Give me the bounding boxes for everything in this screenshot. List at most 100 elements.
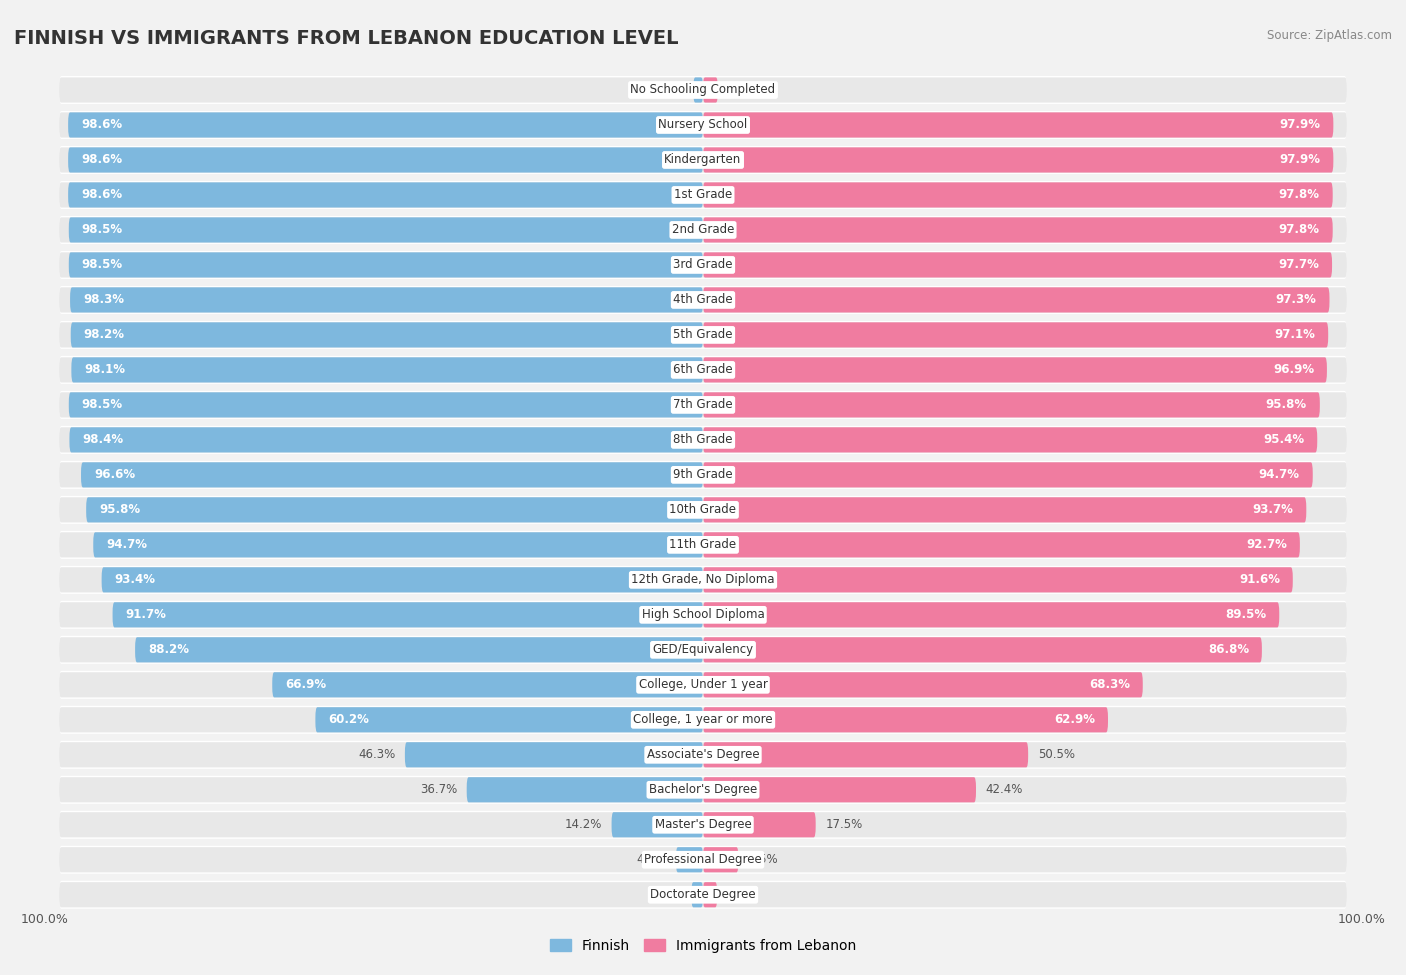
Text: 36.7%: 36.7% [420, 783, 457, 797]
FancyBboxPatch shape [59, 671, 1347, 699]
FancyBboxPatch shape [135, 638, 703, 662]
FancyBboxPatch shape [59, 707, 1347, 732]
FancyBboxPatch shape [59, 672, 1347, 697]
Text: GED/Equivalency: GED/Equivalency [652, 644, 754, 656]
FancyBboxPatch shape [273, 672, 703, 697]
Text: 68.3%: 68.3% [1088, 679, 1130, 691]
FancyBboxPatch shape [70, 288, 703, 313]
FancyBboxPatch shape [703, 462, 1313, 488]
FancyBboxPatch shape [59, 77, 1347, 102]
FancyBboxPatch shape [67, 147, 703, 173]
Text: 95.8%: 95.8% [98, 503, 141, 517]
FancyBboxPatch shape [59, 812, 1347, 838]
Text: 94.7%: 94.7% [105, 538, 148, 551]
FancyBboxPatch shape [82, 462, 703, 488]
Text: 4.2%: 4.2% [637, 853, 666, 866]
Text: 62.9%: 62.9% [1054, 714, 1095, 726]
FancyBboxPatch shape [69, 392, 703, 417]
FancyBboxPatch shape [59, 638, 1347, 662]
FancyBboxPatch shape [703, 112, 1333, 137]
FancyBboxPatch shape [69, 253, 703, 278]
Text: 97.1%: 97.1% [1274, 329, 1316, 341]
FancyBboxPatch shape [703, 323, 1329, 347]
Text: 96.6%: 96.6% [94, 468, 135, 482]
FancyBboxPatch shape [59, 706, 1347, 734]
Text: 91.7%: 91.7% [125, 608, 166, 621]
Text: 2.2%: 2.2% [727, 888, 756, 901]
Text: 2nd Grade: 2nd Grade [672, 223, 734, 237]
Text: 5th Grade: 5th Grade [673, 329, 733, 341]
FancyBboxPatch shape [59, 321, 1347, 349]
FancyBboxPatch shape [70, 323, 703, 347]
FancyBboxPatch shape [703, 147, 1333, 173]
Text: 97.8%: 97.8% [1279, 223, 1320, 237]
Text: 8th Grade: 8th Grade [673, 434, 733, 447]
Text: 1.8%: 1.8% [652, 888, 682, 901]
FancyBboxPatch shape [59, 147, 1347, 173]
FancyBboxPatch shape [703, 182, 1333, 208]
FancyBboxPatch shape [703, 847, 738, 873]
FancyBboxPatch shape [703, 532, 1301, 558]
Text: 66.9%: 66.9% [285, 679, 326, 691]
Text: Source: ZipAtlas.com: Source: ZipAtlas.com [1267, 29, 1392, 42]
FancyBboxPatch shape [703, 253, 1331, 278]
Text: 9th Grade: 9th Grade [673, 468, 733, 482]
FancyBboxPatch shape [59, 323, 1347, 347]
FancyBboxPatch shape [59, 567, 1347, 593]
FancyBboxPatch shape [59, 253, 1347, 278]
Text: 97.3%: 97.3% [1275, 293, 1316, 306]
FancyBboxPatch shape [59, 426, 1347, 454]
Text: 6th Grade: 6th Grade [673, 364, 733, 376]
Text: 11th Grade: 11th Grade [669, 538, 737, 551]
FancyBboxPatch shape [59, 497, 1347, 523]
FancyBboxPatch shape [72, 357, 703, 382]
FancyBboxPatch shape [59, 462, 1347, 488]
FancyBboxPatch shape [59, 811, 1347, 838]
Text: 96.9%: 96.9% [1272, 364, 1315, 376]
Text: 97.7%: 97.7% [1278, 258, 1319, 271]
Text: 60.2%: 60.2% [328, 714, 370, 726]
FancyBboxPatch shape [59, 356, 1347, 384]
Text: 97.8%: 97.8% [1279, 188, 1320, 202]
FancyBboxPatch shape [703, 427, 1317, 452]
FancyBboxPatch shape [703, 882, 717, 908]
FancyBboxPatch shape [59, 391, 1347, 419]
FancyBboxPatch shape [59, 112, 1347, 137]
FancyBboxPatch shape [69, 217, 703, 243]
Text: Professional Degree: Professional Degree [644, 853, 762, 866]
FancyBboxPatch shape [693, 77, 703, 102]
FancyBboxPatch shape [59, 845, 1347, 874]
FancyBboxPatch shape [703, 288, 1330, 313]
FancyBboxPatch shape [59, 427, 1347, 452]
Text: 93.7%: 93.7% [1253, 503, 1294, 517]
Text: 17.5%: 17.5% [825, 818, 863, 832]
Text: High School Diploma: High School Diploma [641, 608, 765, 621]
Text: Bachelor's Degree: Bachelor's Degree [650, 783, 756, 797]
Text: 92.7%: 92.7% [1246, 538, 1286, 551]
FancyBboxPatch shape [59, 392, 1347, 417]
Text: 98.3%: 98.3% [83, 293, 124, 306]
Text: 2.3%: 2.3% [727, 84, 758, 97]
Text: 98.6%: 98.6% [82, 188, 122, 202]
FancyBboxPatch shape [67, 112, 703, 137]
Text: 5.5%: 5.5% [748, 853, 778, 866]
FancyBboxPatch shape [59, 76, 1347, 104]
Text: 100.0%: 100.0% [21, 914, 69, 926]
FancyBboxPatch shape [59, 847, 1347, 873]
Text: 42.4%: 42.4% [986, 783, 1024, 797]
FancyBboxPatch shape [59, 146, 1347, 174]
Text: 86.8%: 86.8% [1208, 644, 1249, 656]
FancyBboxPatch shape [59, 288, 1347, 313]
FancyBboxPatch shape [676, 847, 703, 873]
Text: FINNISH VS IMMIGRANTS FROM LEBANON EDUCATION LEVEL: FINNISH VS IMMIGRANTS FROM LEBANON EDUCA… [14, 29, 679, 48]
FancyBboxPatch shape [703, 812, 815, 838]
Text: 46.3%: 46.3% [359, 748, 395, 761]
FancyBboxPatch shape [703, 567, 1292, 593]
FancyBboxPatch shape [703, 392, 1320, 417]
Text: 1.5%: 1.5% [654, 84, 683, 97]
FancyBboxPatch shape [467, 777, 703, 802]
Text: 14.2%: 14.2% [565, 818, 602, 832]
FancyBboxPatch shape [69, 427, 703, 452]
Text: Nursery School: Nursery School [658, 119, 748, 132]
Text: 94.7%: 94.7% [1258, 468, 1301, 482]
